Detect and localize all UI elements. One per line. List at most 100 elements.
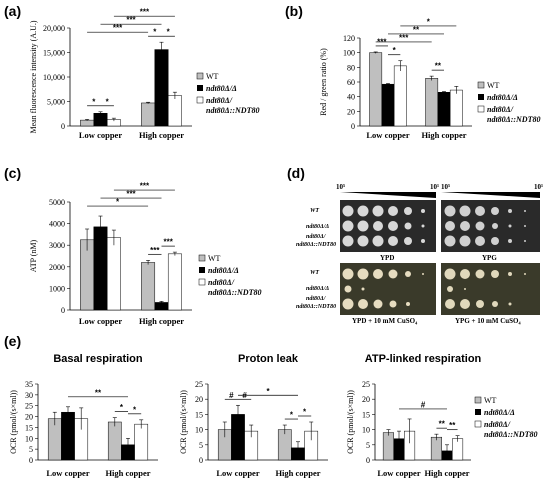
colony-spot <box>459 235 471 247</box>
colony-spot <box>464 288 466 290</box>
colony-spot <box>421 209 425 213</box>
legend-label-wt: WT <box>484 396 497 405</box>
chart-atp-linked-respiration: 0 5 10 15 20 25 OCR (pmol/(s×ml)) ATP-linked re… <box>346 353 482 478</box>
panel-label-b: (b) <box>285 3 303 19</box>
legend-label-mut: ndt80Δ/Δ <box>487 93 518 102</box>
spot-row-comp-2: ndt80Δ::NDT80 <box>296 242 336 248</box>
y-tick-label: 20 <box>347 107 355 116</box>
plate-ypd-cuso4 <box>340 263 436 315</box>
legend-label-comp-1: ndt80Δ/ <box>487 105 514 114</box>
bar <box>154 302 169 311</box>
legend-label-mut: ndt80Δ/Δ <box>206 84 237 93</box>
significance-label: * <box>167 28 171 37</box>
significance-label: * <box>393 46 397 55</box>
bar <box>449 89 463 127</box>
colony-spot <box>491 270 499 278</box>
chart-mitochondrial-fluorescence: 0 5,000 10,000 15,000 20,000 Mean fluorescenc… <box>29 8 192 140</box>
significance-label: ** <box>449 421 456 430</box>
legend-label-comp-2: ndt80Δ::NDT80 <box>206 106 259 115</box>
colony-spot <box>475 236 485 246</box>
colony-spot <box>476 300 484 308</box>
significance-label: * <box>266 387 270 396</box>
y-tick-label: 120 <box>343 34 355 43</box>
colony-spot <box>342 205 354 217</box>
significance-label: *** <box>126 16 136 25</box>
legend-label-comp-2: ndt80Δ::NDT80 <box>484 430 537 439</box>
y-tick-label: 10 <box>362 426 370 435</box>
panel-label-a: (a) <box>4 3 21 19</box>
colony-spot <box>475 221 485 231</box>
y-tick-label: 0 <box>61 306 65 315</box>
x-category-label: High copper <box>139 316 184 326</box>
colony-spot <box>342 220 354 232</box>
colony-spot <box>422 273 424 275</box>
colony-spot <box>404 222 412 230</box>
x-category-label: Low copper <box>46 468 89 478</box>
legend-label-wt: WT <box>208 254 221 263</box>
colony-spot <box>361 287 365 291</box>
colony-spot <box>405 271 411 277</box>
spot-row-comp-2-cu: ndt80Δ::NDT80 <box>296 304 336 310</box>
bar <box>141 102 156 127</box>
y-tick-label: 100 <box>343 49 355 58</box>
colony-spot <box>508 302 512 306</box>
colony-spot <box>357 268 369 280</box>
legend-b: WT ndt80Δ/Δ ndt80Δ/ ndt80Δ::NDT80 <box>477 81 540 124</box>
bar <box>430 436 442 461</box>
colony-spot <box>444 268 456 280</box>
spot-row-comp-1-cu: ndt80Δ/ <box>306 296 327 302</box>
legend-label-comp-2: ndt80Δ::NDT80 <box>487 115 540 124</box>
bar <box>93 226 108 311</box>
panel-label-d: (d) <box>287 165 305 181</box>
bar <box>61 411 75 461</box>
chart-title: Proton leak <box>238 353 299 365</box>
colony-spot <box>508 224 512 228</box>
colony-spot <box>406 302 410 306</box>
colony-spot <box>342 268 354 280</box>
colony-spot <box>445 299 455 309</box>
plate-caption-ypd: YPD <box>380 254 394 262</box>
x-category-label: Low copper <box>79 316 122 326</box>
bar <box>452 438 464 461</box>
significance-label: *** <box>140 8 150 17</box>
y-tick-label: 20 <box>25 413 33 422</box>
significance-label: ** <box>435 62 442 71</box>
y-tick-label: 40 <box>347 93 355 102</box>
chart-title: Basal respiration <box>53 353 143 365</box>
significance-label: * <box>106 97 110 106</box>
colony-spot <box>389 300 397 308</box>
dilution-wedge-left <box>340 192 436 198</box>
y-tick-label: 80 <box>347 63 355 72</box>
colony-spot <box>404 237 412 245</box>
colony-spot <box>524 240 526 242</box>
spot-row-comp-1: ndt80Δ/ <box>306 234 327 240</box>
colony-spot <box>357 220 369 232</box>
colony-spot <box>460 269 470 279</box>
x-category-label: Low copper <box>79 130 122 140</box>
bar <box>437 92 451 127</box>
plate-ypg <box>441 200 540 252</box>
legend-label-comp-2: ndt80Δ::NDT80 <box>208 288 261 297</box>
x-category-label: Low copper <box>216 468 259 478</box>
chart-proton-leak: 0 5 10 15 20 25 OCR (pmol/(s×ml)) Proton leak Lo… <box>179 353 328 478</box>
y-tick-label: 10 <box>25 434 33 443</box>
colony-spot <box>492 223 498 229</box>
x-category-label: High copper <box>139 130 184 140</box>
significance-label: *** <box>150 246 160 255</box>
x-category-label: High copper <box>421 130 466 140</box>
y-tick-label: 0 <box>61 122 65 131</box>
legend-swatch-comp <box>198 278 206 286</box>
legend-swatch-wt <box>474 396 482 404</box>
spot-row-mut: ndt80Δ/Δ <box>306 224 329 230</box>
significance-label: * <box>290 411 294 420</box>
colony-spot <box>421 224 425 228</box>
conc-label-right-low: 10¹ <box>534 183 543 191</box>
spot-assay-panel: 10⁵ 10¹ 10⁵ 10¹ WT ndt80Δ/Δ ndt80Δ/ ndt8… <box>296 183 543 325</box>
legend-label-wt: WT <box>487 81 500 90</box>
plate-caption-ypg-cuso4: YPG + 10 mM CuSO₄ <box>455 317 521 325</box>
y-tick-label: 60 <box>347 78 355 87</box>
legend-swatch-mut <box>478 94 484 100</box>
significance-label: * <box>427 17 431 26</box>
